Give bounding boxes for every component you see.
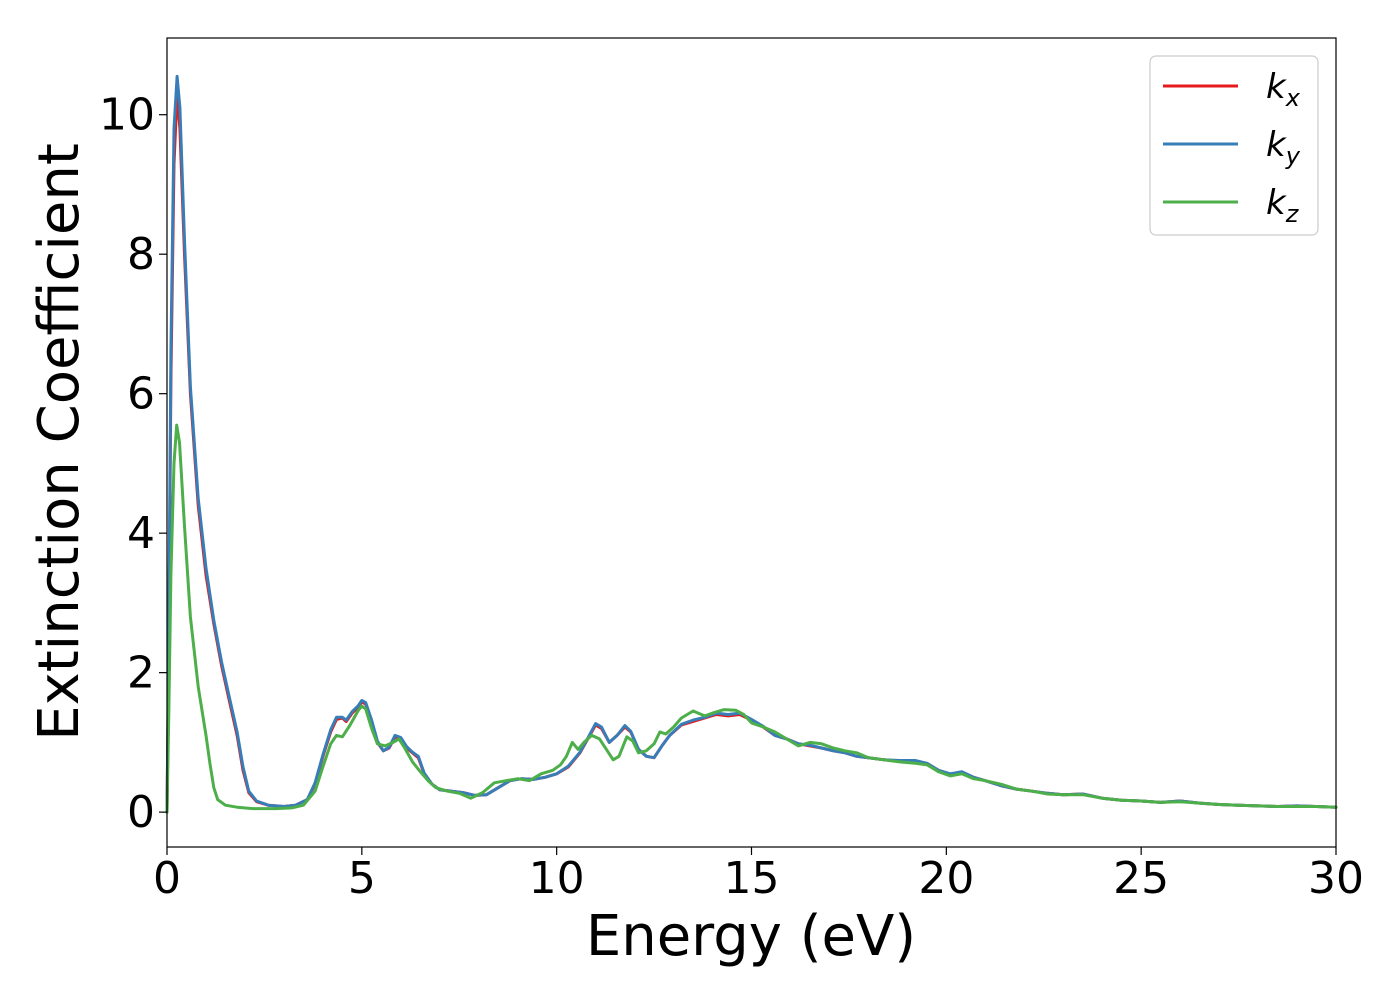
legend-label-kx: kx [1266, 67, 1301, 112]
x-tick-label: 5 [348, 853, 376, 904]
x-tick-label: 10 [529, 853, 585, 904]
x-tick-label: 15 [724, 853, 780, 904]
legend-label-main: k [1266, 183, 1287, 223]
x-tick-label: 25 [1113, 853, 1169, 904]
legend-label-kz: kz [1266, 183, 1300, 228]
y-tick-label: 8 [127, 229, 155, 280]
legend-label-ky: ky [1266, 125, 1301, 170]
x-tick-label: 0 [153, 853, 181, 904]
x-tick-label: 20 [918, 853, 974, 904]
series-line-kz [165, 423, 1338, 814]
legend-label-subscript: x [1285, 84, 1301, 112]
legend-label-main: k [1266, 125, 1287, 165]
y-tick-label: 6 [127, 369, 155, 420]
y-tick-label: 2 [127, 648, 155, 699]
x-axis-title: Energy (eV) [586, 904, 916, 969]
y-tick-label: 0 [127, 787, 155, 838]
legend-label-subscript: y [1285, 142, 1301, 170]
x-tick-label: 30 [1308, 853, 1364, 904]
x-axis-ticks: 0 5 10 15 20 25 30 [153, 847, 1364, 904]
y-axis-title: Extinction Coefficient [27, 143, 92, 741]
plot-lines [165, 74, 1338, 814]
y-tick-label: 4 [127, 508, 155, 559]
y-axis-ticks: 0 2 4 6 8 10 [99, 90, 167, 838]
legend-label-main: k [1266, 67, 1287, 107]
y-tick-label: 10 [99, 90, 155, 141]
legend-label-subscript: z [1285, 200, 1300, 228]
